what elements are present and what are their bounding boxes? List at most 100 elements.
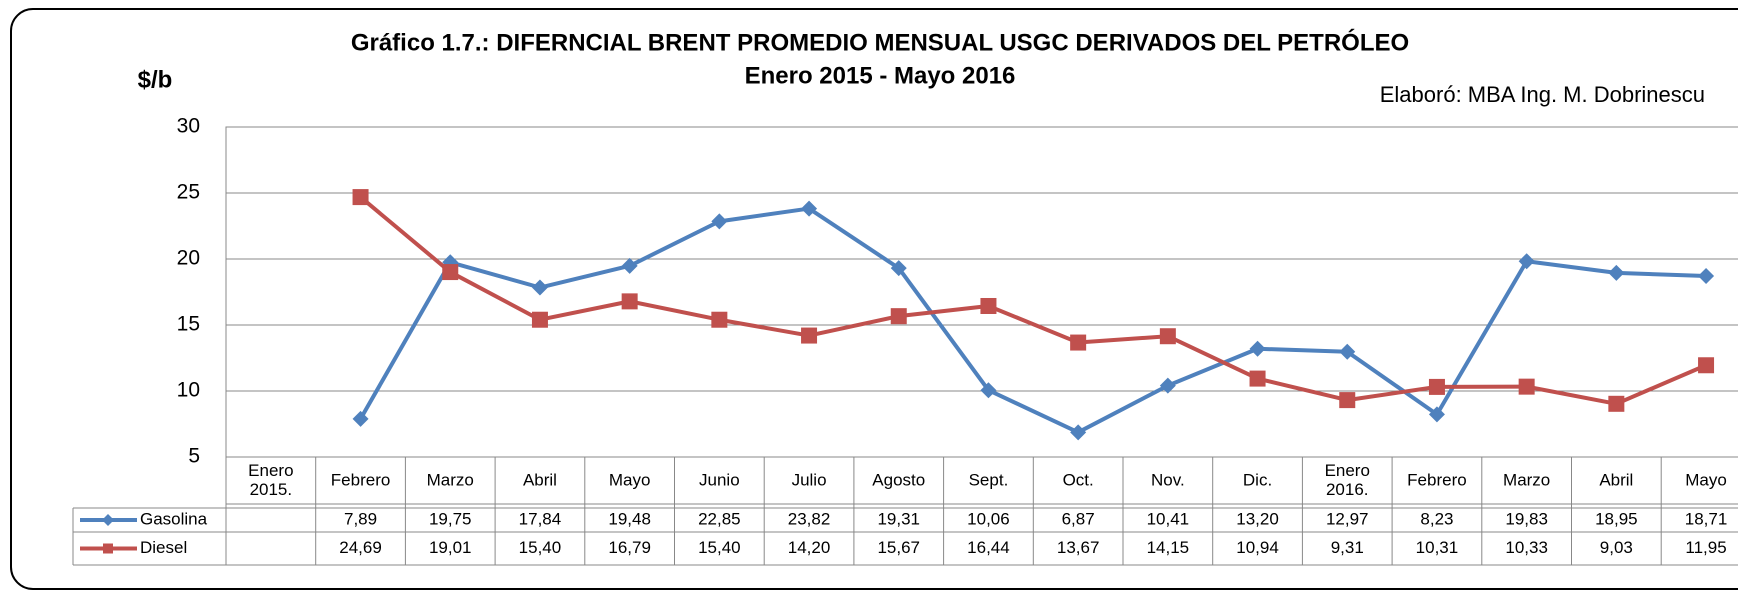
table-value: 23,82 (788, 509, 831, 528)
series-line (358, 206, 1707, 435)
table-value: 15,67 (877, 538, 920, 557)
legend-marker (102, 514, 114, 526)
data-point (1518, 378, 1535, 395)
x-tick-label: Agosto (872, 470, 925, 489)
data-point (1070, 424, 1087, 441)
data-point (1608, 264, 1625, 281)
x-tick-label: Febrero (1407, 470, 1467, 489)
data-point (1428, 378, 1445, 395)
table-value: 16,79 (608, 538, 651, 557)
x-tick-label: Junio (699, 470, 740, 489)
x-tick-label: Nov. (1151, 470, 1185, 489)
data-point (1070, 334, 1087, 351)
data-point (352, 410, 369, 427)
table-value: 10,94 (1236, 538, 1279, 557)
table-value: 6,87 (1062, 509, 1095, 528)
x-tick-label: Abril (523, 470, 557, 489)
table-value: 19,48 (608, 509, 651, 528)
x-tick-label: Dic. (1243, 470, 1272, 489)
data-point (621, 293, 638, 310)
annotation: Elaboró: MBA Ing. M. Dobrinescu (1380, 82, 1705, 107)
data-point (1159, 328, 1176, 345)
table-value: 10,06 (967, 509, 1010, 528)
chart-frame (10, 8, 1738, 590)
x-tick-label: Oct. (1063, 470, 1094, 489)
table-value: 13,20 (1236, 509, 1279, 528)
data-point (1608, 395, 1625, 412)
label-line: Enero (1325, 461, 1370, 480)
table-value: 16,44 (967, 538, 1010, 557)
table-value: 14,20 (788, 538, 831, 557)
x-tick-label: Marzo (427, 470, 474, 489)
y-tick-label: 30 (177, 115, 200, 138)
label-line: 2015. (250, 480, 293, 499)
table-value: 7,89 (344, 509, 377, 528)
chart-subtitle: Enero 2015 - Mayo 2016 (745, 62, 1016, 89)
table-value: 19,75 (429, 509, 472, 528)
table-value: 18,95 (1595, 509, 1638, 528)
table-value: 9,31 (1331, 538, 1364, 557)
data-point (1249, 370, 1266, 387)
series-line (359, 195, 1707, 406)
y-tick-label: 20 (177, 247, 200, 270)
table-value: 10,33 (1505, 538, 1548, 557)
table-value: 15,40 (519, 538, 562, 557)
x-tick-label: Julio (792, 470, 827, 489)
data-point (352, 189, 369, 206)
table-value: 17,84 (519, 509, 562, 528)
x-tick-label: Sept. (969, 470, 1009, 489)
data-point (531, 279, 548, 296)
data-point (980, 297, 997, 314)
x-tick-label: Mayo (1685, 470, 1727, 489)
y-tick-label: 15 (177, 313, 200, 336)
data-point (1249, 340, 1266, 357)
x-tick-label: Abril (1599, 470, 1633, 489)
legend-label: Gasolina (140, 509, 208, 528)
y-axis-label: $/b (138, 66, 173, 93)
data-point (711, 213, 728, 230)
chart-title: Gráfico 1.7.: DIFERNCIAL BRENT PROMEDIO … (351, 28, 1409, 56)
table-value: 19,31 (877, 509, 920, 528)
legend-label: Diesel (140, 538, 187, 557)
data-point (890, 260, 907, 277)
data-point (1428, 406, 1445, 423)
data-point (1518, 253, 1535, 270)
table-value: 11,95 (1685, 538, 1726, 557)
x-tick-label: Enero 2016. (1325, 461, 1370, 499)
table-value: 14,15 (1147, 538, 1190, 557)
x-tick-label: Enero 2015. (248, 461, 293, 499)
table-value: 18,71 (1685, 509, 1728, 528)
y-tick-label: 25 (177, 181, 200, 204)
data-point (801, 327, 818, 344)
y-tick-label: 10 (177, 379, 200, 402)
data-point (1339, 392, 1356, 409)
label-line: Enero (248, 461, 293, 480)
data-point (1159, 377, 1176, 394)
table-value: 15,40 (698, 538, 741, 557)
table-value: 19,01 (429, 538, 472, 557)
legend-marker (103, 543, 113, 554)
x-tick-label: Febrero (331, 470, 391, 489)
data-point (1339, 343, 1356, 360)
data-point (621, 257, 638, 274)
data-point (980, 382, 997, 399)
data-point (711, 311, 728, 328)
label-line: 2016. (1326, 480, 1369, 499)
table-value: 8,23 (1420, 509, 1453, 528)
data-point (1698, 268, 1715, 285)
table-value: 13,67 (1057, 538, 1100, 557)
data-point (801, 200, 818, 217)
table-value: 9,03 (1600, 538, 1633, 557)
table-value: 10,41 (1147, 509, 1190, 528)
table-value: 19,83 (1505, 509, 1548, 528)
table-value: 22,85 (698, 509, 741, 528)
data-point (1698, 357, 1715, 374)
data-point (890, 308, 907, 325)
data-point (442, 264, 459, 281)
table-value: 24,69 (339, 538, 382, 557)
x-tick-label: Marzo (1503, 470, 1550, 489)
y-tick-label: 5 (188, 445, 200, 468)
data-point (531, 311, 548, 328)
table-value: 10,31 (1416, 538, 1459, 557)
